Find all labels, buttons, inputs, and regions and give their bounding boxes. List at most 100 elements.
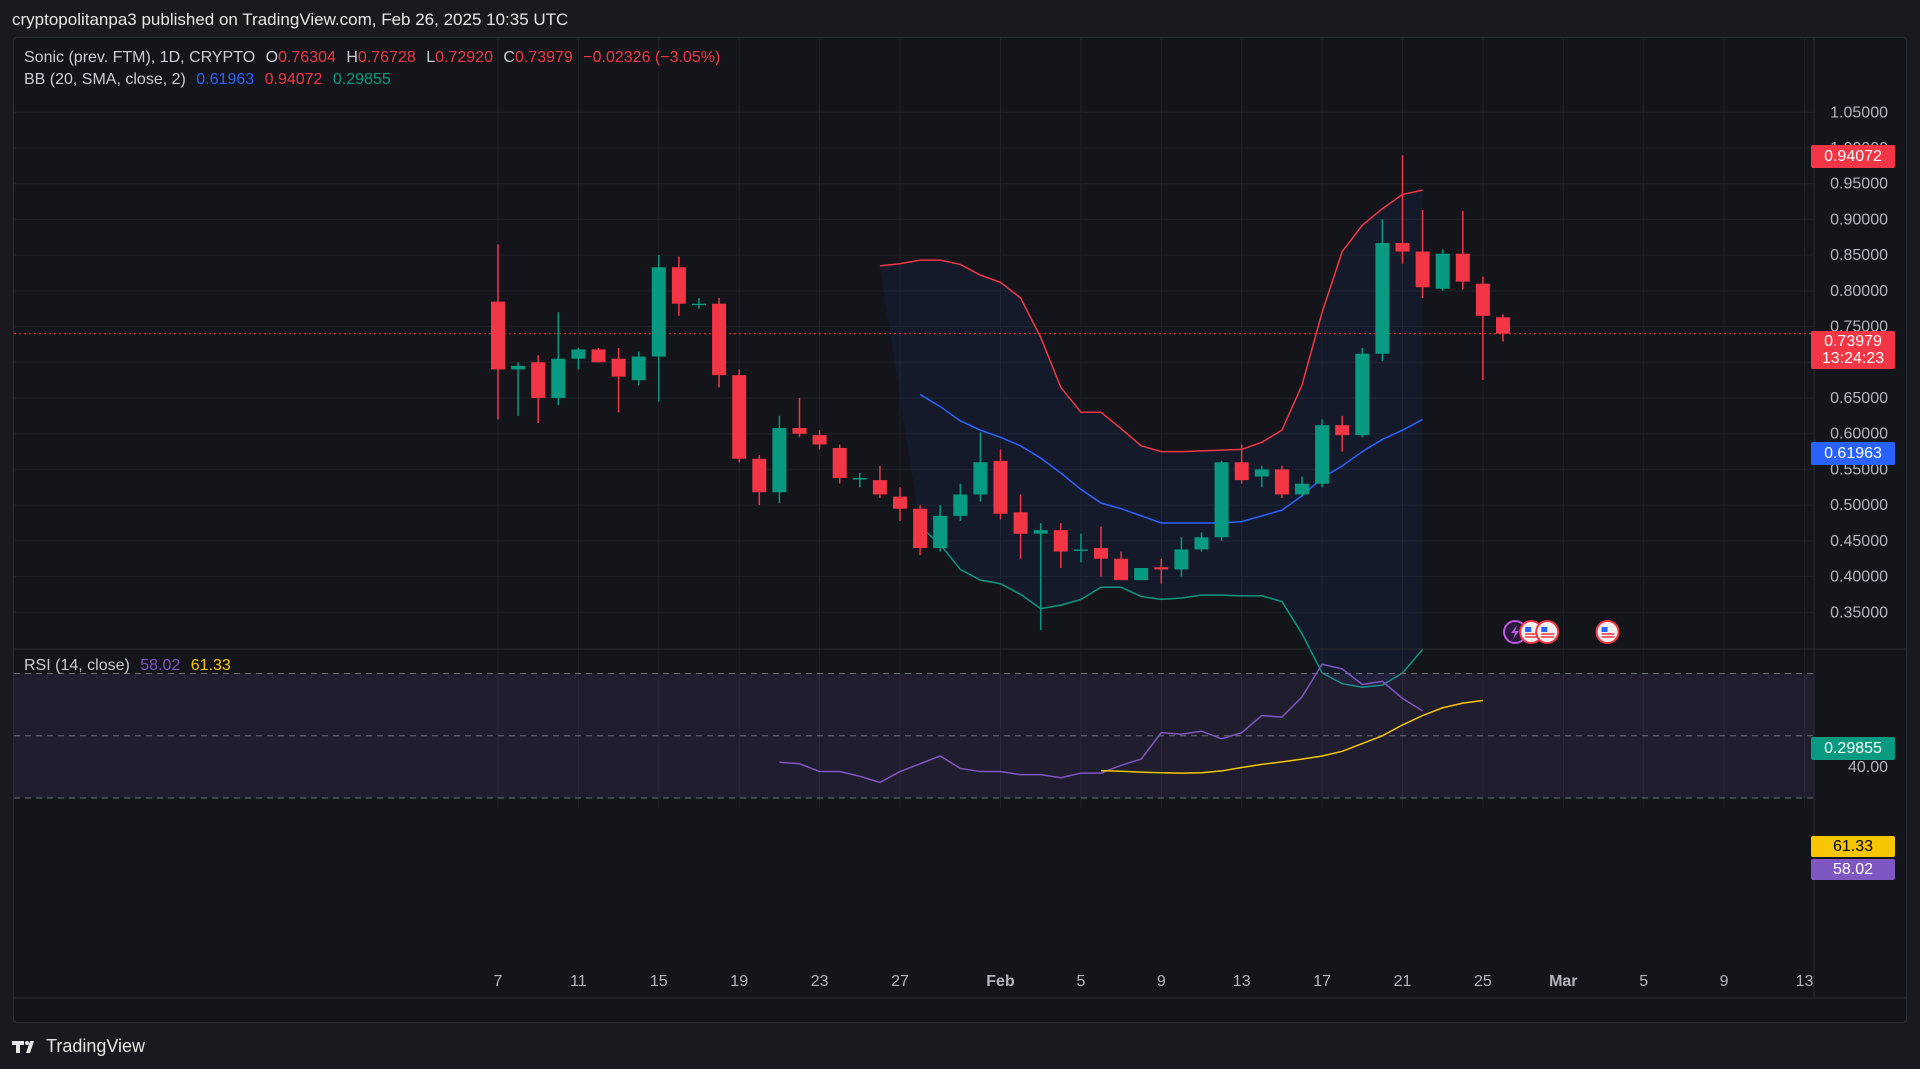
candle-body (1053, 530, 1068, 552)
time-tick-label: 25 (1474, 973, 1492, 990)
candle-body (973, 462, 988, 495)
candle-body (712, 303, 727, 376)
candle-body (1033, 530, 1048, 534)
candle-body (692, 303, 706, 306)
candle-body (591, 349, 606, 363)
tradingview-logo-icon (12, 1039, 40, 1055)
candle-body (671, 267, 686, 304)
bb-basis-value: 0.61963 (196, 71, 255, 88)
price-tick-label: 0.90000 (1830, 211, 1888, 228)
rsi-pane (14, 663, 1814, 799)
price-tick-label: 0.45000 (1830, 533, 1888, 550)
bollinger-band-fill (879, 190, 1423, 688)
candle-body (611, 358, 626, 377)
last-price-value: 0.73979 (1824, 333, 1882, 350)
flag-canton (1541, 627, 1548, 632)
candlestick-chart[interactable]: 1.050001.000000.950000.900000.850000.800… (14, 38, 1906, 1022)
candle-body (491, 301, 505, 370)
time-tick-label: 23 (811, 973, 829, 990)
candle-body (1214, 462, 1229, 538)
time-tick-label: 19 (730, 973, 748, 990)
candle-body (1114, 558, 1129, 581)
candle-body (1254, 469, 1269, 477)
time-tick-label: 13 (1233, 973, 1251, 990)
bollinger-band-lines (14, 189, 1814, 689)
candle-body (792, 428, 807, 434)
bb-lower-line (919, 526, 1424, 689)
candle-body (953, 494, 968, 516)
candle-body (852, 478, 867, 480)
candle-body (1415, 251, 1430, 288)
rsi-tick-label: 40.00 (1848, 759, 1888, 776)
bb-upper-value: 0.94072 (264, 71, 323, 88)
time-tick-label: 13 (1796, 973, 1814, 990)
candle-body (1094, 548, 1108, 559)
high-value: 0.76728 (357, 49, 416, 66)
price-tick-label: 0.40000 (1830, 569, 1888, 586)
time-tick-label: 5 (1639, 973, 1648, 990)
rsi-value: 58.02 (140, 657, 181, 674)
bb-upper-tag: 0.94072 (1811, 145, 1895, 168)
price-tick-label: 0.50000 (1830, 497, 1888, 514)
candle-body (1174, 549, 1189, 570)
candle-body (1355, 353, 1370, 436)
candle-body (832, 448, 847, 478)
price-tick-label: 0.95000 (1830, 176, 1888, 193)
candle-body (1395, 243, 1410, 252)
price-tick-label: 0.55000 (1830, 461, 1888, 478)
candle-body (511, 365, 526, 370)
price-tick-label: 0.60000 (1830, 426, 1888, 443)
bb-basis-line (919, 393, 1423, 524)
open-label: O (265, 49, 279, 66)
time-tick-label: 5 (1076, 973, 1085, 990)
candles (491, 155, 1510, 631)
high-label: H (346, 49, 358, 66)
candle-body (571, 349, 586, 359)
flag-canton (1525, 627, 1532, 632)
candle-body (1455, 253, 1470, 282)
candle-body (1475, 283, 1490, 316)
time-tick-label: 11 (570, 973, 587, 990)
price-tick-label: 0.80000 (1830, 283, 1888, 300)
rsi-legend: RSI (14, close) 58.02 61.33 (24, 657, 237, 675)
candle-body (732, 375, 747, 459)
candle-body (1234, 462, 1249, 481)
chart-panel[interactable]: 1.050001.000000.950000.900000.850000.800… (13, 37, 1907, 1023)
bb-basis-tag: 0.61963 (1811, 442, 1895, 465)
close-value: 0.73979 (514, 49, 573, 66)
candle-body (1274, 469, 1289, 495)
candle-body (772, 428, 787, 493)
time-tick-label: 7 (494, 973, 503, 990)
candle-body (1435, 253, 1450, 289)
candle-body (872, 480, 887, 495)
time-tick-label: Mar (1549, 973, 1577, 990)
candle-body (631, 356, 646, 381)
footer-brand[interactable]: TradingView (12, 1036, 145, 1057)
rsi-ma-tag: 61.33 (1811, 836, 1895, 857)
close-label: C (503, 49, 515, 66)
candle-body (1335, 425, 1350, 436)
bb-legend: BB (20, SMA, close, 2) 0.61963 0.94072 0… (24, 71, 397, 89)
time-tick-label: 17 (1313, 973, 1331, 990)
candle-body (1154, 567, 1169, 570)
event-markers (1503, 620, 1620, 644)
lightning-icon (1511, 625, 1520, 639)
candle-body (913, 508, 928, 548)
bb-fill (879, 190, 1423, 688)
candle-body (933, 515, 948, 548)
time-tick-label: 21 (1394, 973, 1412, 990)
bb-upper-line (879, 189, 1423, 453)
candle-body (1073, 549, 1088, 551)
last-price-tag: 0.73979 13:24:23 (1811, 331, 1895, 369)
candle-body (1315, 425, 1330, 484)
time-tick-label: 27 (891, 973, 909, 990)
candle-body (812, 435, 827, 445)
bb-lower-tag: 0.29855 (1811, 737, 1895, 760)
rsi-line (779, 663, 1423, 784)
flag-canton (1601, 627, 1608, 632)
price-tick-label: 1.05000 (1830, 104, 1888, 121)
symbol-label: Sonic (prev. FTM), 1D, CRYPTO (24, 49, 256, 66)
candle-body (1134, 568, 1149, 581)
change-value: −0.02326 (−3.05%) (583, 49, 721, 66)
candle-body (551, 358, 566, 398)
